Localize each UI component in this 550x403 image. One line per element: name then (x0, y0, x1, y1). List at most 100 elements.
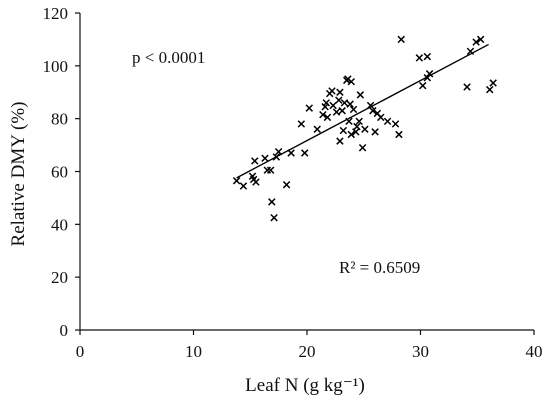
data-point (397, 35, 405, 44)
data-point-stroke (361, 125, 369, 133)
data-point-stroke (366, 101, 375, 110)
data-point (395, 130, 403, 139)
data-point (252, 178, 260, 186)
data-point-stroke (358, 143, 367, 152)
data-point-stroke (377, 113, 385, 122)
data-point (466, 47, 475, 56)
data-point-stroke (355, 117, 363, 126)
y-tick-label: 20 (51, 268, 68, 287)
trendline-group (236, 43, 489, 179)
data-point (287, 149, 295, 157)
y-tick-label: 80 (51, 110, 68, 129)
data-point-stroke (466, 47, 475, 56)
x-tick-label: 20 (299, 342, 316, 361)
data-point-stroke (272, 153, 281, 161)
data-point-stroke (349, 105, 358, 114)
data-point-stroke (305, 104, 314, 112)
data-point-stroke (300, 149, 309, 157)
data-point-stroke (383, 117, 392, 126)
data-point (352, 128, 360, 136)
x-tick-label: 40 (526, 342, 543, 361)
data-point (322, 99, 331, 107)
data-point-stroke (395, 130, 403, 139)
data-point-stroke (346, 100, 354, 108)
data-point (270, 213, 278, 222)
data-point-stroke (336, 88, 344, 96)
data-point-stroke (322, 99, 331, 107)
data-point (300, 149, 309, 157)
data-point (347, 77, 355, 86)
x-tick-label: 10 (185, 342, 202, 361)
data-point-stroke (419, 81, 427, 90)
data-point (486, 85, 494, 94)
data-point (345, 117, 353, 126)
data-point (347, 130, 355, 139)
data-point (425, 70, 434, 78)
data-point (328, 87, 336, 95)
y-tick-label: 120 (43, 4, 69, 23)
data-point (415, 54, 424, 62)
data-point-stroke (339, 126, 348, 135)
data-point (272, 153, 281, 161)
data-point (261, 154, 269, 163)
data-point-stroke (347, 77, 355, 86)
data-point-stroke (347, 130, 355, 139)
data-point-stroke (261, 154, 269, 163)
data-point (338, 107, 346, 115)
data-point-stroke (319, 110, 327, 119)
y-tick-label: 60 (51, 163, 68, 182)
data-point-stroke (270, 213, 278, 222)
data-point-stroke (282, 180, 291, 189)
data-point-stroke (476, 35, 485, 44)
data-point-stroke (232, 177, 241, 185)
data-point-stroke (268, 198, 276, 206)
data-point (472, 38, 480, 46)
data-point-stroke (472, 38, 480, 46)
data-point-stroke (489, 79, 497, 87)
data-point (355, 117, 363, 126)
data-point-stroke (297, 120, 306, 128)
data-point-stroke (323, 113, 332, 122)
data-point (239, 182, 248, 190)
data-point (476, 35, 485, 44)
data-point-stroke (239, 182, 248, 190)
data-point (377, 113, 385, 122)
data-point-stroke (486, 85, 494, 94)
data-point-stroke (252, 178, 260, 186)
data-point-stroke (391, 120, 400, 128)
data-point (335, 96, 343, 104)
data-point (336, 88, 344, 96)
data-point (340, 99, 349, 107)
data-point (358, 143, 367, 152)
data-point (263, 166, 272, 174)
data-point-stroke (371, 128, 379, 136)
data-point (353, 122, 361, 131)
y-tick-label: 40 (51, 215, 68, 234)
x-axis-title: Leaf N (g kg⁻¹) (245, 375, 365, 396)
data-point (332, 108, 341, 116)
data-point (489, 79, 497, 87)
x-tick-label: 30 (412, 342, 429, 361)
data-point-stroke (463, 83, 471, 91)
data-point (463, 83, 471, 91)
data-point (313, 125, 321, 133)
data-point-stroke (369, 107, 377, 115)
data-point-stroke (352, 128, 360, 136)
data-point-stroke (274, 147, 283, 156)
data-point (346, 100, 354, 108)
data-point-stroke (415, 54, 424, 62)
data-point-stroke (336, 137, 344, 145)
data-point-stroke (356, 91, 365, 99)
data-point (232, 177, 241, 185)
data-point (336, 137, 344, 145)
data-point-stroke (332, 108, 341, 116)
data-point-stroke (329, 101, 337, 110)
data-point-stroke (353, 122, 361, 131)
data-point (305, 104, 314, 112)
y-tick-label: 100 (43, 57, 69, 76)
data-point-stroke (266, 166, 275, 174)
data-point (282, 180, 291, 189)
data-point-stroke (423, 73, 432, 82)
